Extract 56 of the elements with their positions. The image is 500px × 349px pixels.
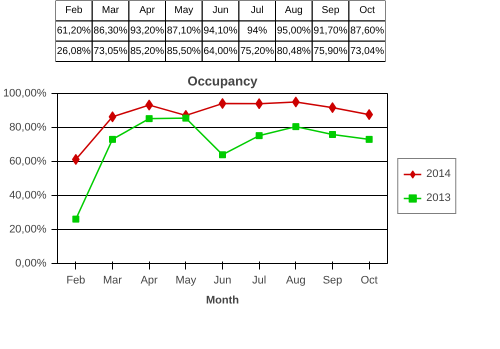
data-label: 73,04% xyxy=(350,46,384,57)
y-tick-label: 40,00% xyxy=(9,190,47,202)
category-label: Oct xyxy=(359,5,375,16)
data-label: 85,50% xyxy=(166,46,201,57)
category-label: Jun xyxy=(212,5,229,16)
point xyxy=(329,130,336,138)
data-label: 80,48% xyxy=(276,46,311,57)
data-label: 93,20% xyxy=(130,25,164,36)
category-label: Sep xyxy=(322,5,340,16)
data-label: 87,10% xyxy=(166,25,201,36)
y-tick-label: 20,00% xyxy=(9,224,47,236)
y-tick-label: 100,00% xyxy=(3,88,47,100)
point xyxy=(109,136,116,143)
category-label: Jul xyxy=(250,5,264,16)
x-tick-label: Apr xyxy=(140,274,158,286)
category-label: Apr xyxy=(139,5,155,16)
x-axis-title: Month xyxy=(206,294,240,306)
y-tick-label: 0,00% xyxy=(15,258,47,270)
point xyxy=(72,216,80,223)
data-label: 75,90% xyxy=(314,46,348,57)
data-label: 75,20% xyxy=(240,46,274,57)
point xyxy=(256,132,263,140)
data-label: 26,08% xyxy=(56,46,91,57)
point xyxy=(219,151,226,158)
data-label: 64,00% xyxy=(204,46,238,57)
legend-label: 2014 xyxy=(426,168,451,180)
data-label: 94% xyxy=(247,25,268,36)
data-label: 95,00% xyxy=(276,25,311,36)
x-tick-label: Sep xyxy=(322,274,342,286)
x-tick-label: Feb xyxy=(66,274,86,286)
data-label: 61,20% xyxy=(56,25,91,36)
data-label: 91,70% xyxy=(314,25,348,36)
data-label: 85,20% xyxy=(130,46,164,57)
point xyxy=(146,115,153,122)
category-label: Feb xyxy=(65,5,82,16)
legend-label: 2013 xyxy=(426,192,451,204)
point xyxy=(366,136,373,143)
x-tick-label: Oct xyxy=(360,274,378,286)
category-label: May xyxy=(174,5,194,16)
x-tick-label: Jun xyxy=(214,274,232,286)
point xyxy=(292,123,300,130)
point xyxy=(182,114,190,122)
data-label: 73,05% xyxy=(94,46,128,57)
y-tick-label: 60,00% xyxy=(9,156,47,168)
y-tick-label: 80,00% xyxy=(9,122,47,134)
data-label: 86,30% xyxy=(94,25,128,36)
x-tick-label: Mar xyxy=(103,274,122,286)
x-tick-label: Jul xyxy=(252,274,266,286)
point xyxy=(292,96,300,108)
x-tick-label: Aug xyxy=(286,274,306,286)
data-label: 87,60% xyxy=(350,25,384,36)
chart-title: Occupancy xyxy=(187,74,258,88)
x-tick-label: May xyxy=(175,274,197,286)
data-label: 94,10% xyxy=(204,25,238,36)
category-label: Mar xyxy=(102,5,120,16)
category-label: Aug xyxy=(284,5,303,16)
